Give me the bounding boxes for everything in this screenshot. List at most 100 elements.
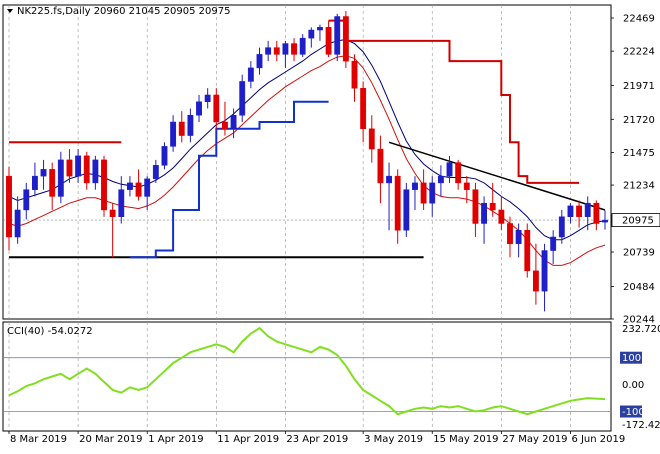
candle-body <box>308 29 315 39</box>
candle-body <box>368 128 375 150</box>
candle-body <box>83 155 90 184</box>
candle-body <box>576 205 583 217</box>
candle-body <box>567 205 574 217</box>
candle-body <box>6 175 12 238</box>
candle-body <box>256 54 263 69</box>
candle-body <box>170 121 177 147</box>
candle-body <box>429 182 436 204</box>
candle-body <box>317 27 323 31</box>
candle-body <box>455 162 462 184</box>
red-step-line <box>328 19 580 184</box>
candle-body <box>109 209 116 217</box>
candle-body <box>532 270 539 292</box>
candle-body <box>394 175 401 231</box>
candle-body <box>524 230 531 272</box>
date-tick-label: 20 Mar 2019 <box>79 434 142 445</box>
cci-panel: 232.7208 100 0.00 -100 -172.4291 CCI(40) -54… <box>2 321 660 432</box>
candle-body <box>463 182 470 190</box>
candle-body <box>282 43 289 55</box>
candles <box>6 11 608 312</box>
candle-body <box>57 159 64 197</box>
candle-body <box>360 87 367 130</box>
candle-body <box>230 115 237 130</box>
candle-body <box>386 175 392 184</box>
candle-body <box>118 189 125 217</box>
candle-body <box>247 67 254 82</box>
candle-body <box>187 115 194 136</box>
price-tick-label: 20739 <box>623 248 655 259</box>
price-tick-label: 22469 <box>623 13 655 24</box>
last-price-box <box>611 213 660 228</box>
cci-panel-frame <box>2 321 612 432</box>
candle-body <box>325 27 332 55</box>
candle-body <box>507 223 513 245</box>
candle-body <box>377 148 384 184</box>
candle-body <box>135 182 142 197</box>
candle-body <box>101 159 107 211</box>
candle-body <box>437 175 444 184</box>
candle-body <box>239 81 246 116</box>
candle-body <box>49 169 56 197</box>
date-tick-label: 8 Mar 2019 <box>10 434 67 445</box>
candle-body <box>593 202 600 224</box>
candle-body <box>515 230 522 245</box>
candle-body <box>196 101 202 116</box>
cci-line <box>8 326 606 416</box>
candle-body <box>66 159 73 177</box>
chevron-down-icon[interactable] <box>7 9 13 13</box>
candle-body <box>403 189 410 231</box>
price-tick-label: 20484 <box>623 282 655 293</box>
candle-body <box>75 155 82 177</box>
price-axis: 20244 20484 20739 21234 21475 21720 21971 22224… <box>611 13 655 326</box>
candle-body <box>92 159 99 184</box>
date-tick-label: 23 Apr 2019 <box>286 434 348 445</box>
cci-tick-label: 100 <box>622 353 641 364</box>
candle-body <box>31 175 38 190</box>
symbol-info: NK225.fs,Daily 20960 21045 20905 20975 <box>17 6 230 17</box>
price-tick-label: 20244 <box>623 315 655 326</box>
candle-body <box>273 47 280 55</box>
candle-body <box>204 94 211 102</box>
candle-body <box>265 47 272 55</box>
last-price-label: 20975 <box>622 216 654 227</box>
candle-body <box>144 178 151 197</box>
candle-body <box>334 16 341 55</box>
ma-slow-line <box>8 55 606 266</box>
price-tick-label: 22224 <box>623 47 655 58</box>
candle-body <box>178 121 185 136</box>
candle-body <box>126 182 133 190</box>
candle-body <box>222 121 228 130</box>
candle-body <box>558 216 565 238</box>
cci-series <box>8 326 606 416</box>
date-tick-label: 3 May 2019 <box>364 434 423 445</box>
cci-levels <box>3 357 611 412</box>
cci-level-box <box>620 351 642 364</box>
price-tick-label: 21475 <box>623 148 655 159</box>
date-tick-label: 11 Apr 2019 <box>217 434 279 445</box>
candle-body <box>498 209 505 224</box>
cci-tick-label: 0.00 <box>622 380 644 391</box>
candle-body <box>161 146 168 166</box>
candle-body <box>351 60 358 89</box>
cci-grid <box>8 322 571 431</box>
cci-tick-label: -100 <box>622 407 645 418</box>
candle-body <box>412 182 418 190</box>
candle-body <box>481 202 488 224</box>
candle-body <box>23 189 30 211</box>
candle-body <box>213 94 220 123</box>
cci-info: CCI(40) -54.0272 <box>7 326 93 337</box>
candle-body <box>14 209 21 238</box>
cci-axis: 232.7208 100 0.00 -100 -172.4291 <box>620 324 660 431</box>
cci-level-box <box>620 405 642 418</box>
date-tick-label: 27 May 2019 <box>502 434 567 445</box>
candle-body <box>550 236 557 251</box>
candle-body <box>446 162 453 177</box>
candle-body <box>152 165 159 180</box>
candle-body <box>602 219 608 223</box>
candle-body <box>472 189 479 224</box>
candle-body <box>541 250 548 292</box>
trend-line <box>388 141 606 211</box>
price-tick-label: 21234 <box>623 181 655 192</box>
price-overlay-lines <box>8 19 606 266</box>
cci-tick-label: 232.7208 <box>622 324 660 335</box>
